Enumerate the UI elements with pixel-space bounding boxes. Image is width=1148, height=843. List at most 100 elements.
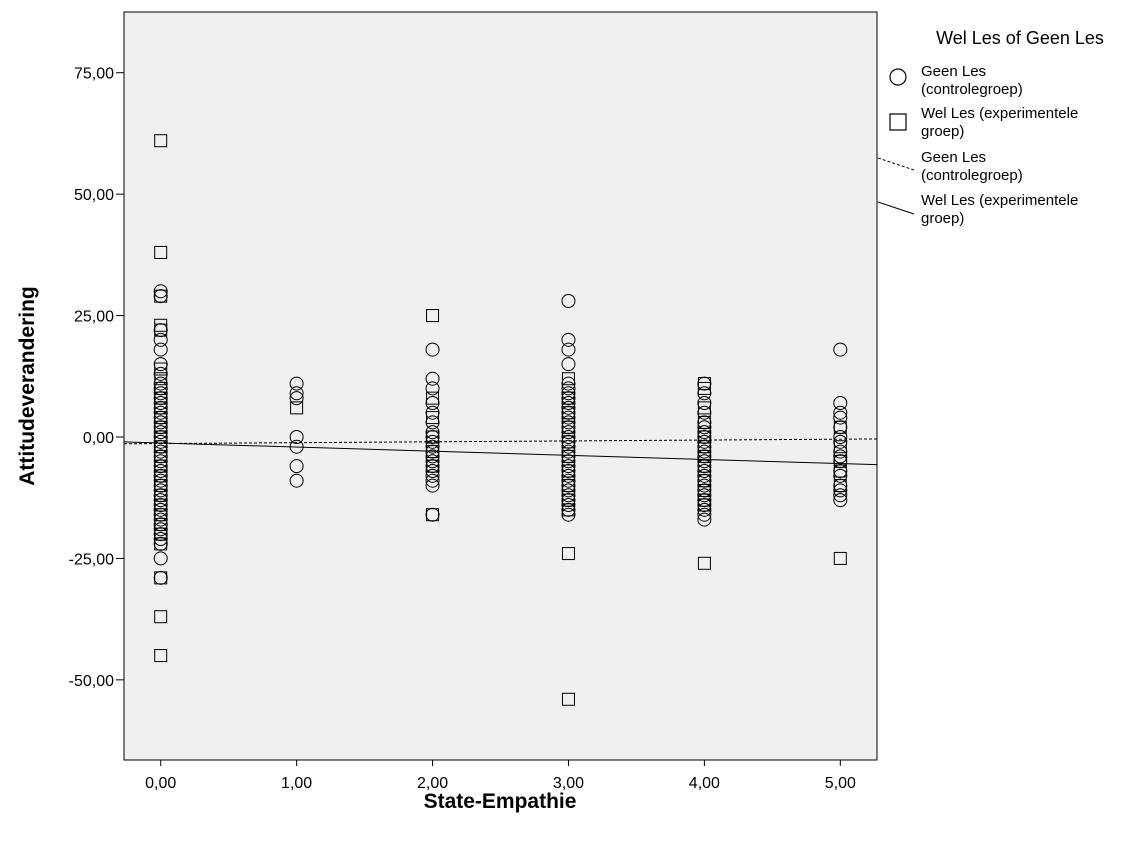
point-geen-les xyxy=(833,410,848,425)
legend-square-marker-icon xyxy=(889,113,907,131)
point-wel-les xyxy=(426,445,440,459)
fit-line-wel-les xyxy=(123,441,878,466)
point-wel-les xyxy=(561,479,575,493)
fit-line-geen-les xyxy=(123,438,878,445)
point-wel-les xyxy=(833,551,847,565)
point-wel-les xyxy=(154,362,168,376)
point-wel-les xyxy=(833,464,847,478)
point-wel-les xyxy=(561,406,575,420)
point-wel-les xyxy=(154,401,168,415)
legend-dashed-line-icon xyxy=(877,157,915,171)
x-tick-label: 5,00 xyxy=(825,775,856,792)
point-wel-les xyxy=(561,435,575,449)
legend-entry-2-line-1: Wel Les (experimentele xyxy=(921,105,1078,122)
point-wel-les xyxy=(697,498,711,512)
fit-lines-layer xyxy=(123,438,878,466)
x-axis-title: State-Empathie xyxy=(424,790,577,813)
point-wel-les xyxy=(697,381,711,395)
x-axis: 0,00 1,00 2,00 3,00 4,00 5,00 xyxy=(145,760,856,792)
point-geen-les xyxy=(153,332,168,347)
point-wel-les xyxy=(697,459,711,473)
point-geen-les xyxy=(289,391,304,406)
point-geen-les xyxy=(833,493,848,508)
point-wel-les xyxy=(561,493,575,507)
point-geen-les xyxy=(289,430,304,444)
point-wel-les xyxy=(154,479,168,493)
point-geen-les xyxy=(289,386,304,401)
point-wel-les xyxy=(697,449,711,463)
point-wel-les xyxy=(561,692,575,706)
point-geen-les xyxy=(289,376,304,391)
point-wel-les xyxy=(697,401,711,415)
point-wel-les xyxy=(833,420,847,434)
point-wel-les xyxy=(561,391,575,405)
y-tick-label: 25,00 xyxy=(74,309,114,326)
point-wel-les xyxy=(154,517,168,531)
point-geen-les xyxy=(425,381,440,396)
point-wel-les xyxy=(154,469,168,483)
point-wel-les xyxy=(154,245,168,259)
legend-solid-line-icon xyxy=(877,201,915,215)
legend-entry-1-line-2: (controlegroep) xyxy=(921,81,1023,98)
point-wel-les xyxy=(154,391,168,405)
y-axis: 75,00 50,00 25,00 0,00 -25,00 -50,00 xyxy=(69,66,124,690)
point-geen-les xyxy=(561,294,576,308)
point-wel-les xyxy=(426,411,440,425)
point-geen-les xyxy=(425,371,440,386)
point-geen-les xyxy=(289,459,304,474)
legend-entry-2-line-2: groep) xyxy=(921,123,964,140)
legend-circle-marker-icon xyxy=(889,68,907,86)
point-geen-les xyxy=(561,381,576,396)
point-geen-les xyxy=(425,468,440,483)
point-wel-les xyxy=(154,411,168,425)
point-wel-les xyxy=(154,420,168,434)
point-geen-les xyxy=(697,507,712,522)
point-wel-les xyxy=(697,430,711,444)
legend-entry-4-line-2: groep) xyxy=(921,210,964,227)
point-wel-les xyxy=(154,449,168,463)
x-tick-label: 0,00 xyxy=(145,775,176,792)
point-geen-les xyxy=(289,439,304,454)
point-wel-les xyxy=(154,430,168,444)
point-wel-les xyxy=(154,498,168,512)
legend-title: Wel Les of Geen Les xyxy=(936,28,1104,48)
point-wel-les xyxy=(154,440,168,454)
point-geen-les xyxy=(425,473,440,488)
point-geen-les xyxy=(561,342,576,357)
point-geen-les xyxy=(561,357,576,372)
point-wel-les xyxy=(697,483,711,497)
point-wel-les xyxy=(561,503,575,517)
legend: Wel Les of Geen Les Geen Les (controlegr… xyxy=(877,28,1104,227)
point-wel-les xyxy=(697,556,711,570)
point-geen-les xyxy=(561,332,576,347)
point-geen-les xyxy=(425,478,440,493)
point-wel-les xyxy=(833,440,847,454)
point-wel-les xyxy=(154,289,168,303)
point-wel-les xyxy=(154,459,168,473)
legend-entry-3-line-2: (controlegroep) xyxy=(921,167,1023,184)
point-geen-les xyxy=(833,405,848,420)
point-geen-les xyxy=(289,473,304,488)
point-wel-les xyxy=(697,415,711,429)
point-wel-les xyxy=(290,401,304,415)
point-wel-les xyxy=(697,474,711,488)
point-wel-les xyxy=(426,391,440,405)
legend-entry-1-line-1: Geen Les xyxy=(921,63,986,80)
point-geen-les xyxy=(697,512,712,527)
point-wel-les xyxy=(154,134,168,148)
point-wel-les xyxy=(833,479,847,493)
point-wel-les xyxy=(561,420,575,434)
point-wel-les xyxy=(697,440,711,454)
point-wel-les xyxy=(154,372,168,386)
point-wel-les xyxy=(426,430,440,444)
x-tick-label: 4,00 xyxy=(689,775,720,792)
point-wel-les xyxy=(154,649,168,663)
point-geen-les xyxy=(153,551,168,566)
y-tick-label: -25,00 xyxy=(69,551,114,568)
point-wel-les xyxy=(154,508,168,522)
markers-layer xyxy=(153,134,848,706)
x-tick-label: 2,00 xyxy=(417,775,448,792)
point-wel-les xyxy=(561,464,575,478)
point-wel-les xyxy=(154,610,168,624)
y-tick-label: -50,00 xyxy=(69,673,114,690)
